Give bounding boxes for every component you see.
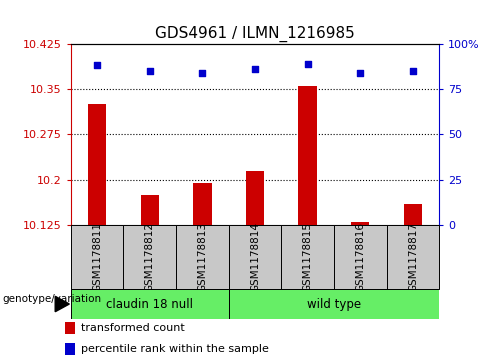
Text: GSM1178814: GSM1178814 <box>250 222 260 292</box>
Text: wild type: wild type <box>307 298 361 310</box>
Text: GSM1178812: GSM1178812 <box>145 222 155 292</box>
Bar <box>298 86 317 225</box>
Bar <box>246 171 264 225</box>
Bar <box>281 225 334 289</box>
Text: claudin 18 null: claudin 18 null <box>106 298 193 310</box>
Text: transformed count: transformed count <box>81 323 184 333</box>
Title: GDS4961 / ILMN_1216985: GDS4961 / ILMN_1216985 <box>155 26 355 42</box>
Bar <box>141 195 159 225</box>
Text: GSM1178817: GSM1178817 <box>408 222 418 292</box>
Bar <box>123 225 176 289</box>
Text: GSM1178813: GSM1178813 <box>197 222 207 292</box>
Point <box>409 68 417 74</box>
Bar <box>88 104 106 225</box>
Point <box>93 62 101 68</box>
Bar <box>404 204 422 225</box>
Point <box>146 68 154 74</box>
Bar <box>351 222 369 225</box>
Bar <box>229 289 439 319</box>
Text: GSM1178816: GSM1178816 <box>355 222 365 292</box>
Bar <box>71 225 123 289</box>
Bar <box>65 343 75 355</box>
Point <box>199 70 206 76</box>
Text: GSM1178811: GSM1178811 <box>92 222 102 292</box>
Bar <box>193 183 212 225</box>
Bar <box>386 225 439 289</box>
Bar <box>176 225 229 289</box>
Text: genotype/variation: genotype/variation <box>2 294 102 305</box>
Point <box>304 61 311 66</box>
Polygon shape <box>55 296 69 312</box>
Bar <box>65 322 75 334</box>
Text: GSM1178815: GSM1178815 <box>303 222 313 292</box>
Point <box>356 70 364 76</box>
Bar <box>71 289 229 319</box>
Text: percentile rank within the sample: percentile rank within the sample <box>81 344 268 354</box>
Bar <box>334 225 386 289</box>
Point <box>251 66 259 72</box>
Bar <box>229 225 281 289</box>
